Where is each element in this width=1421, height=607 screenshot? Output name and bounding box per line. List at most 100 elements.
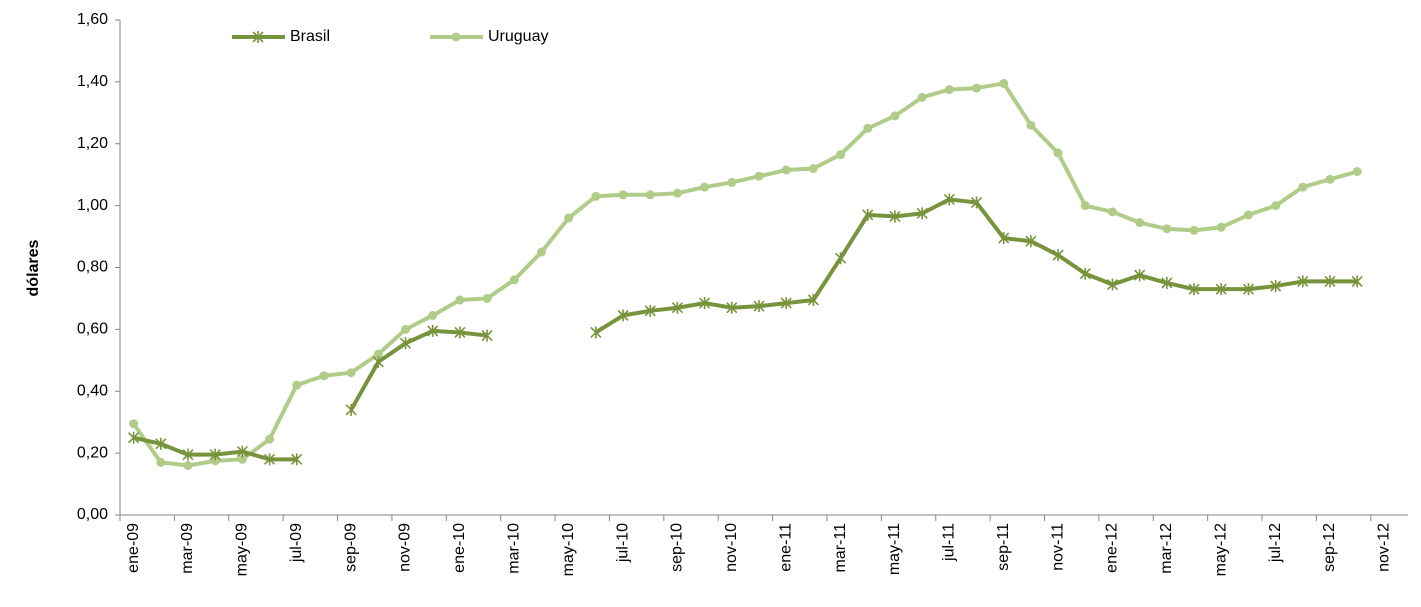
x-tick-label: nov-12 xyxy=(1376,523,1393,572)
x-tick-label: jul-09 xyxy=(288,523,305,563)
data-point xyxy=(401,324,411,334)
data-point xyxy=(727,177,737,187)
data-point xyxy=(836,150,846,160)
x-tick-label: jul-10 xyxy=(614,523,631,563)
x-tick-label: may-09 xyxy=(234,523,251,576)
x-tick-label: nov-11 xyxy=(1049,523,1066,571)
data-point xyxy=(345,403,357,416)
legend-label: Uruguay xyxy=(488,28,548,45)
data-point xyxy=(1352,167,1362,177)
data-point xyxy=(1161,276,1173,289)
data-point xyxy=(645,190,655,200)
y-tick-label: 0,20 xyxy=(77,444,108,461)
data-point xyxy=(1189,225,1199,235)
series-line xyxy=(133,197,1358,462)
data-point xyxy=(1053,148,1063,158)
data-point xyxy=(1134,269,1146,282)
data-point xyxy=(128,431,140,444)
data-point xyxy=(372,355,384,368)
data-point xyxy=(183,461,193,470)
x-tick-label: ene-10 xyxy=(451,523,468,573)
data-point xyxy=(944,85,954,95)
data-point xyxy=(1107,207,1117,217)
data-point xyxy=(129,419,139,429)
legend-marker xyxy=(451,32,461,42)
data-point xyxy=(237,454,247,464)
data-point xyxy=(428,310,438,320)
data-point xyxy=(917,92,927,102)
data-point xyxy=(182,448,194,461)
data-point xyxy=(998,232,1010,245)
data-point xyxy=(1298,182,1308,192)
data-point xyxy=(1080,201,1090,211)
y-axis-label: dólares xyxy=(25,239,42,296)
y-tick-label: 1,60 xyxy=(77,11,108,28)
x-tick-label: mar-09 xyxy=(179,523,196,574)
data-point xyxy=(481,329,493,342)
data-point xyxy=(399,337,412,350)
x-tick-label: jul-11 xyxy=(941,523,958,562)
y-tick-label: 1,00 xyxy=(77,197,108,214)
data-point xyxy=(671,301,683,314)
y-tick-label: 0,60 xyxy=(77,321,108,338)
data-point xyxy=(644,304,656,317)
data-point xyxy=(455,295,465,305)
data-point xyxy=(236,445,248,458)
x-tick-label: ene-11 xyxy=(777,523,794,572)
x-tick-label: sep-12 xyxy=(1321,523,1338,572)
data-point xyxy=(482,293,492,303)
x-tick-label: sep-09 xyxy=(342,523,359,572)
data-point xyxy=(1026,120,1036,130)
y-tick-label: 1,40 xyxy=(77,73,108,90)
data-point xyxy=(700,182,710,192)
data-point xyxy=(972,83,982,93)
data-point xyxy=(1297,275,1309,288)
legend-label: Brasil xyxy=(290,28,330,45)
data-point xyxy=(1106,278,1119,291)
data-point xyxy=(1079,267,1091,280)
x-tick-label: mar-12 xyxy=(1158,523,1175,574)
data-point xyxy=(1325,174,1335,184)
data-point xyxy=(618,190,628,200)
data-point xyxy=(1052,249,1064,262)
data-point xyxy=(699,297,711,310)
data-point xyxy=(591,191,601,201)
data-point xyxy=(1162,224,1172,234)
data-point xyxy=(427,324,439,337)
data-point xyxy=(916,207,928,220)
data-point xyxy=(889,210,901,223)
x-tick-label: mar-10 xyxy=(505,523,522,574)
data-point xyxy=(862,208,874,221)
y-tick-label: 0,40 xyxy=(77,382,108,399)
data-point xyxy=(454,326,466,339)
x-tick-label: may-12 xyxy=(1212,523,1229,576)
data-point xyxy=(1025,235,1037,248)
x-tick-label: may-10 xyxy=(560,523,577,576)
data-point xyxy=(564,213,574,223)
data-point xyxy=(781,165,791,175)
data-point xyxy=(780,297,792,310)
data-point xyxy=(209,448,221,461)
x-tick-label: jul-12 xyxy=(1267,523,1284,563)
data-point xyxy=(726,301,738,314)
data-point xyxy=(1270,280,1282,293)
data-point xyxy=(1135,218,1145,228)
x-tick-label: ene-12 xyxy=(1104,523,1121,573)
data-point xyxy=(590,326,602,339)
data-point xyxy=(835,252,847,265)
data-point xyxy=(970,196,983,209)
data-point xyxy=(156,457,166,467)
x-tick-label: sep-11 xyxy=(995,523,1012,571)
y-tick-label: 0,00 xyxy=(77,506,108,523)
data-point xyxy=(1271,201,1281,211)
data-point xyxy=(319,371,329,381)
data-point xyxy=(292,380,302,390)
data-point xyxy=(509,275,519,285)
data-point xyxy=(536,247,546,257)
y-tick-label: 1,20 xyxy=(77,135,108,152)
data-point xyxy=(807,293,819,306)
x-tick-label: nov-09 xyxy=(397,523,414,572)
y-tick-label: 0,80 xyxy=(77,259,108,276)
data-point xyxy=(1188,283,1200,296)
